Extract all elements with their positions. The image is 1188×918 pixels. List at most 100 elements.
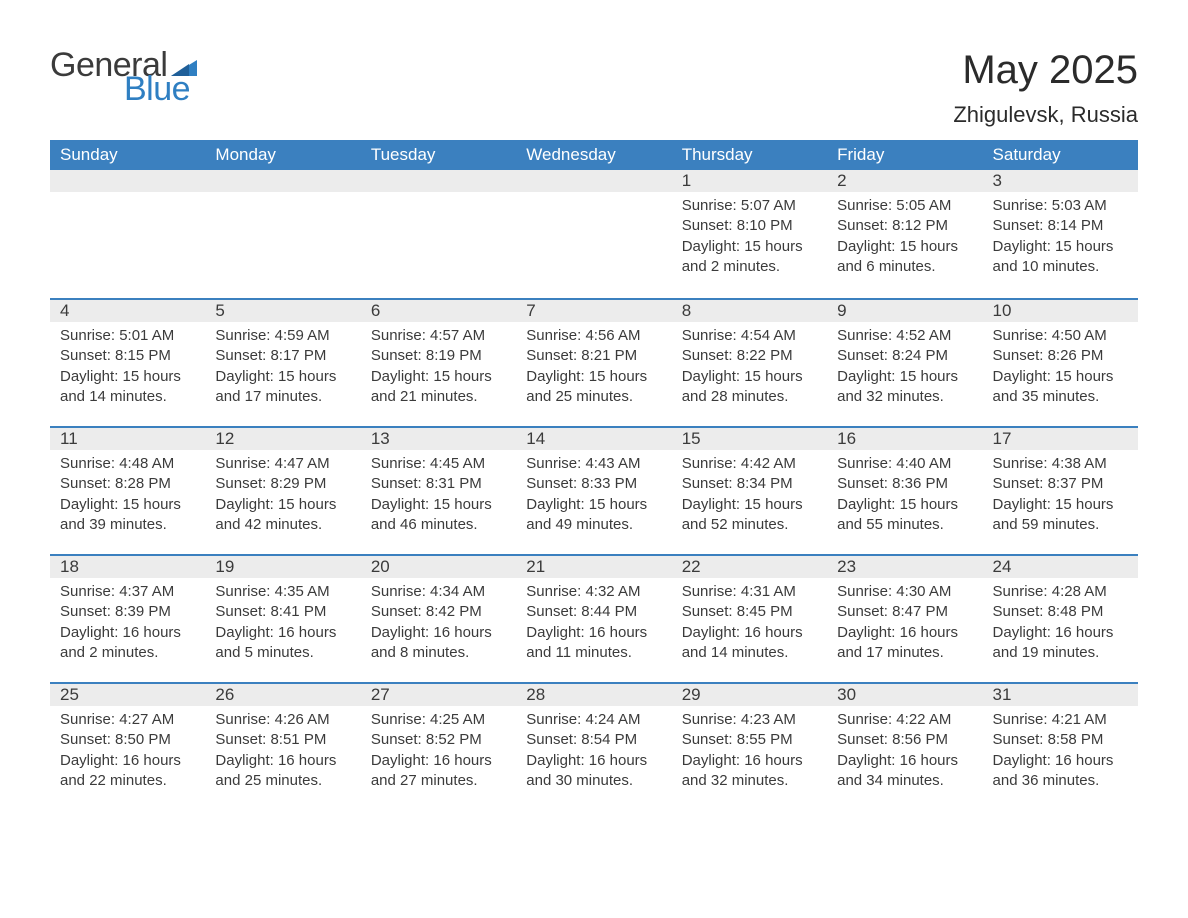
daylight-line: Daylight: 16 hours and 34 minutes. <box>837 751 976 792</box>
sunrise-line: Sunrise: 4:24 AM <box>526 710 665 730</box>
day-details: Sunrise: 4:52 AMSunset: 8:24 PMDaylight:… <box>827 326 982 407</box>
day-number: 3 <box>983 170 1138 192</box>
logo-word-blue: Blue <box>124 72 190 106</box>
day-details: Sunrise: 4:25 AMSunset: 8:52 PMDaylight:… <box>361 710 516 791</box>
calendar-day-cell: 10Sunrise: 4:50 AMSunset: 8:26 PMDayligh… <box>983 298 1138 426</box>
sunrise-line: Sunrise: 4:23 AM <box>682 710 821 730</box>
daylight-line: Daylight: 16 hours and 8 minutes. <box>371 623 510 664</box>
day-details: Sunrise: 4:47 AMSunset: 8:29 PMDaylight:… <box>205 454 360 535</box>
daylight-line: Daylight: 15 hours and 10 minutes. <box>993 237 1132 278</box>
day-details: Sunrise: 4:34 AMSunset: 8:42 PMDaylight:… <box>361 582 516 663</box>
empty-day-header <box>50 170 205 192</box>
sunset-line: Sunset: 8:55 PM <box>682 730 821 750</box>
daylight-line: Daylight: 15 hours and 35 minutes. <box>993 367 1132 408</box>
day-details: Sunrise: 4:31 AMSunset: 8:45 PMDaylight:… <box>672 582 827 663</box>
sunrise-line: Sunrise: 4:59 AM <box>215 326 354 346</box>
day-details: Sunrise: 4:42 AMSunset: 8:34 PMDaylight:… <box>672 454 827 535</box>
day-number: 12 <box>205 426 360 450</box>
day-details: Sunrise: 4:24 AMSunset: 8:54 PMDaylight:… <box>516 710 671 791</box>
calendar-day-cell: 1Sunrise: 5:07 AMSunset: 8:10 PMDaylight… <box>672 170 827 298</box>
logo: General Blue <box>50 48 197 106</box>
daylight-line: Daylight: 15 hours and 46 minutes. <box>371 495 510 536</box>
day-details: Sunrise: 5:01 AMSunset: 8:15 PMDaylight:… <box>50 326 205 407</box>
weekday-header: Wednesday <box>516 140 671 170</box>
day-details: Sunrise: 5:07 AMSunset: 8:10 PMDaylight:… <box>672 196 827 277</box>
sunset-line: Sunset: 8:56 PM <box>837 730 976 750</box>
day-details: Sunrise: 4:45 AMSunset: 8:31 PMDaylight:… <box>361 454 516 535</box>
calendar-day-cell: 5Sunrise: 4:59 AMSunset: 8:17 PMDaylight… <box>205 298 360 426</box>
calendar-empty-cell <box>516 170 671 298</box>
day-details: Sunrise: 4:27 AMSunset: 8:50 PMDaylight:… <box>50 710 205 791</box>
sunset-line: Sunset: 8:10 PM <box>682 216 821 236</box>
sunset-line: Sunset: 8:21 PM <box>526 346 665 366</box>
sunrise-line: Sunrise: 4:50 AM <box>993 326 1132 346</box>
sunrise-line: Sunrise: 4:35 AM <box>215 582 354 602</box>
page-title: May 2025 <box>953 48 1138 92</box>
sunrise-line: Sunrise: 4:40 AM <box>837 454 976 474</box>
sunrise-line: Sunrise: 4:27 AM <box>60 710 199 730</box>
sunset-line: Sunset: 8:41 PM <box>215 602 354 622</box>
day-details: Sunrise: 4:56 AMSunset: 8:21 PMDaylight:… <box>516 326 671 407</box>
sunrise-line: Sunrise: 4:48 AM <box>60 454 199 474</box>
calendar-day-cell: 14Sunrise: 4:43 AMSunset: 8:33 PMDayligh… <box>516 426 671 554</box>
day-number: 4 <box>50 298 205 322</box>
calendar-head: SundayMondayTuesdayWednesdayThursdayFrid… <box>50 140 1138 170</box>
sunrise-line: Sunrise: 4:26 AM <box>215 710 354 730</box>
empty-day-header <box>516 170 671 192</box>
sunset-line: Sunset: 8:29 PM <box>215 474 354 494</box>
weekday-header: Friday <box>827 140 982 170</box>
daylight-line: Daylight: 15 hours and 32 minutes. <box>837 367 976 408</box>
weekday-header: Thursday <box>672 140 827 170</box>
daylight-line: Daylight: 16 hours and 32 minutes. <box>682 751 821 792</box>
sunrise-line: Sunrise: 4:30 AM <box>837 582 976 602</box>
sunset-line: Sunset: 8:14 PM <box>993 216 1132 236</box>
sunset-line: Sunset: 8:26 PM <box>993 346 1132 366</box>
sunrise-line: Sunrise: 4:42 AM <box>682 454 821 474</box>
empty-day-header <box>361 170 516 192</box>
daylight-line: Daylight: 15 hours and 17 minutes. <box>215 367 354 408</box>
weekday-header: Monday <box>205 140 360 170</box>
calendar-day-cell: 3Sunrise: 5:03 AMSunset: 8:14 PMDaylight… <box>983 170 1138 298</box>
day-number: 14 <box>516 426 671 450</box>
sunrise-line: Sunrise: 4:47 AM <box>215 454 354 474</box>
daylight-line: Daylight: 16 hours and 19 minutes. <box>993 623 1132 664</box>
day-number: 2 <box>827 170 982 192</box>
daylight-line: Daylight: 16 hours and 27 minutes. <box>371 751 510 792</box>
daylight-line: Daylight: 15 hours and 39 minutes. <box>60 495 199 536</box>
calendar-week-row: 11Sunrise: 4:48 AMSunset: 8:28 PMDayligh… <box>50 426 1138 554</box>
day-number: 29 <box>672 682 827 706</box>
daylight-line: Daylight: 15 hours and 55 minutes. <box>837 495 976 536</box>
sunset-line: Sunset: 8:52 PM <box>371 730 510 750</box>
calendar-day-cell: 18Sunrise: 4:37 AMSunset: 8:39 PMDayligh… <box>50 554 205 682</box>
calendar-empty-cell <box>50 170 205 298</box>
calendar-day-cell: 13Sunrise: 4:45 AMSunset: 8:31 PMDayligh… <box>361 426 516 554</box>
day-number: 7 <box>516 298 671 322</box>
calendar-page: General Blue May 2025 Zhigulevsk, Russia… <box>0 0 1188 850</box>
daylight-line: Daylight: 16 hours and 2 minutes. <box>60 623 199 664</box>
daylight-line: Daylight: 16 hours and 36 minutes. <box>993 751 1132 792</box>
sunrise-line: Sunrise: 4:54 AM <box>682 326 821 346</box>
day-number: 17 <box>983 426 1138 450</box>
calendar-day-cell: 30Sunrise: 4:22 AMSunset: 8:56 PMDayligh… <box>827 682 982 810</box>
sunset-line: Sunset: 8:31 PM <box>371 474 510 494</box>
calendar-day-cell: 29 Sunrise: 4:23 AMSunset: 8:55 PMDayligh… <box>672 682 827 810</box>
calendar-day-cell: 21Sunrise: 4:32 AMSunset: 8:44 PMDayligh… <box>516 554 671 682</box>
page-header: General Blue May 2025 Zhigulevsk, Russia <box>50 48 1138 128</box>
day-number: 31 <box>983 682 1138 706</box>
sunset-line: Sunset: 8:19 PM <box>371 346 510 366</box>
sunrise-line: Sunrise: 4:31 AM <box>682 582 821 602</box>
sunrise-line: Sunrise: 5:07 AM <box>682 196 821 216</box>
location-subtitle: Zhigulevsk, Russia <box>953 102 1138 128</box>
day-number: 30 <box>827 682 982 706</box>
daylight-line: Daylight: 15 hours and 52 minutes. <box>682 495 821 536</box>
calendar-day-cell: 28Sunrise: 4:24 AMSunset: 8:54 PMDayligh… <box>516 682 671 810</box>
sunrise-line: Sunrise: 4:43 AM <box>526 454 665 474</box>
calendar-day-cell: 24Sunrise: 4:28 AMSunset: 8:48 PMDayligh… <box>983 554 1138 682</box>
daylight-line: Daylight: 16 hours and 5 minutes. <box>215 623 354 664</box>
day-details: Sunrise: 4:48 AMSunset: 8:28 PMDaylight:… <box>50 454 205 535</box>
day-details: Sunrise: 5:05 AMSunset: 8:12 PMDaylight:… <box>827 196 982 277</box>
calendar-body: 1Sunrise: 5:07 AMSunset: 8:10 PMDaylight… <box>50 170 1138 810</box>
daylight-line: Daylight: 15 hours and 49 minutes. <box>526 495 665 536</box>
calendar-day-cell: 11Sunrise: 4:48 AMSunset: 8:28 PMDayligh… <box>50 426 205 554</box>
day-number: 15 <box>672 426 827 450</box>
